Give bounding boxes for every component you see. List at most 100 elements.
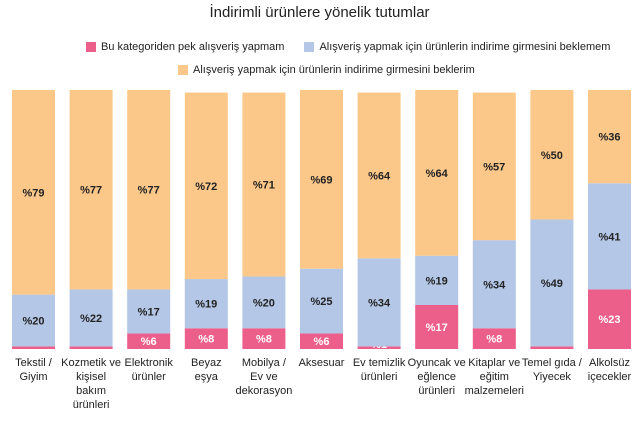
category-label-line: Tekstil / (15, 357, 52, 369)
bar-segment-0-2 (127, 333, 171, 349)
data-label-2-0: %79 (22, 187, 44, 199)
bar-segment-2-5 (300, 90, 343, 269)
category-label-1: Kozmetik ve kişisel bakım ürünleri (61, 356, 121, 412)
bar-segment-2-9 (530, 90, 574, 220)
category-label-line: Temel gıda / (521, 357, 582, 369)
category-label-line: eğlence (417, 371, 456, 383)
category-label-line: ürünleri (418, 385, 456, 397)
bar-segment-0-7 (415, 304, 459, 349)
data-label-1-10: %41 (598, 231, 620, 243)
category-label-0: Tekstil / Giyim (4, 356, 64, 384)
legend-label-dont-wait: Alışveriş yapmak için ürünlerin indirime… (319, 41, 611, 53)
bar-segment-2-1 (69, 90, 113, 290)
data-label-0-10: %23 (598, 314, 620, 326)
data-label-2-10: %36 (598, 132, 620, 144)
data-label-2-4: %71 (253, 180, 275, 192)
bar-segment-1-4 (242, 276, 286, 329)
category-label-line: eğitim (479, 371, 509, 383)
bar-segment-2-0 (12, 90, 55, 295)
data-label-2-2: %77 (138, 185, 160, 197)
bar-segment-1-8 (472, 240, 516, 329)
data-label-0-4: %8 (256, 334, 272, 346)
data-label-0-5: %6 (314, 336, 330, 348)
category-label-line: ürünleri (360, 371, 398, 383)
category-label-line: malzemeleri (464, 385, 524, 397)
category-label-line: Alkolsüz (589, 357, 630, 369)
data-label-1-5: %25 (310, 296, 332, 308)
bar-segment-1-1 (69, 289, 113, 347)
legend-row-2: Alışveriş yapmak için ürünlerin indirime… (178, 64, 495, 76)
legend-swatch-wait (178, 65, 188, 75)
category-label-line: Beyaz (191, 357, 222, 369)
category-label-line: ürünler (131, 371, 166, 383)
bar-segment-0-3 (184, 328, 228, 349)
legend-item-dont-wait: Alışveriş yapmak için ürünlerin indirime… (304, 41, 610, 53)
category-label-3: Beyaz eşya (176, 356, 236, 384)
data-label-2-7: %64 (426, 168, 449, 180)
category-label-line: Giyim (19, 371, 48, 383)
data-label-1-3: %19 (195, 299, 217, 311)
bar-segment-2-8 (472, 92, 516, 241)
bar-segment-0-10 (588, 289, 631, 349)
bar-segment-0-5 (300, 333, 343, 349)
data-label-0-3: %8 (198, 334, 214, 346)
bar-segment-0-4 (242, 328, 286, 349)
bar-segment-2-10 (588, 90, 631, 184)
bar-segment-2-4 (242, 92, 286, 277)
data-label-1-7: %19 (426, 275, 448, 287)
legend-label-wait: Alışveriş yapmak için ürünlerin indirime… (193, 64, 475, 76)
bar-segment-2-6 (357, 92, 401, 259)
bar-segment-1-3 (184, 279, 228, 329)
legend-item-never-buy: Bu kategoriden pek alışveriş yapmam (86, 41, 284, 53)
data-label-2-5: %69 (310, 174, 332, 186)
bar-segment-1-5 (300, 268, 343, 334)
chart-title: İndirimli ürünlere yönelik tutumlar (209, 4, 430, 21)
data-label-1-9: %49 (541, 278, 563, 290)
category-label-2: Elektronik ürünler (119, 356, 179, 384)
category-label-line: Elektronik (124, 357, 173, 369)
category-label-6: Ev temizlik ürünleri (349, 356, 409, 384)
category-label-line: eşya (194, 371, 218, 383)
data-label-0-8: %8 (486, 334, 502, 346)
category-label-5: Aksesuar (292, 356, 352, 370)
data-label-1-2: %17 (138, 306, 160, 318)
category-label-line: Ev temizlik (352, 357, 406, 369)
category-label-10: Alkolsüz içecekler (580, 356, 639, 384)
bar-segment-1-2 (127, 289, 171, 334)
category-label-line: dekorasyon (235, 385, 293, 397)
data-label-1-1: %22 (80, 313, 102, 325)
bar-segment-0-1 (69, 346, 113, 349)
category-label-line: Ev ve (250, 371, 278, 383)
data-label-2-1: %77 (80, 185, 102, 197)
bar-segment-2-2 (127, 90, 171, 290)
data-label-2-8: %57 (483, 161, 505, 173)
data-label-1-0: %20 (22, 316, 44, 328)
data-label-0-7: %17 (426, 322, 448, 334)
legend-swatch-dont-wait (304, 42, 315, 52)
bar-segment-0-0 (12, 346, 55, 349)
data-label-1-4: %20 (253, 297, 275, 309)
category-label-line: Mobilya / (241, 357, 286, 369)
bar-segment-1-6 (357, 258, 401, 347)
category-label-line: kişisel bakım (76, 371, 107, 397)
bar-segment-1-9 (530, 219, 574, 347)
data-label-1-6: %34 (368, 297, 391, 309)
category-label-line: Aksesuar (298, 357, 345, 369)
bar-segment-1-0 (12, 294, 55, 347)
data-label-2-9: %50 (541, 150, 563, 162)
category-label-4: Mobilya / Ev ve dekorasyon (234, 356, 294, 398)
data-label-0-2: %6 (141, 336, 157, 348)
category-label-8: Kitaplar ve eğitim malzemeleri (464, 356, 524, 398)
category-label-line: ürünleri (72, 399, 110, 411)
legend-row-1: Bu kategoriden pek alışveriş yapmam Alış… (86, 41, 630, 53)
category-label-line: Yiyecek (532, 371, 571, 383)
category-label-9: Temel gıda / Yiyecek (522, 356, 582, 384)
category-label-line: içecekler (587, 371, 632, 383)
data-label-2-6: %64 (368, 170, 391, 182)
data-label-1-8: %34 (483, 279, 506, 291)
category-label-7: Oyuncak ve eğlence ürünleri (407, 356, 467, 398)
category-label-line: Kitaplar ve (468, 357, 521, 369)
legend-label-never-buy: Bu kategoriden pek alışveriş yapmam (101, 41, 285, 53)
bar-segment-0-6 (357, 346, 401, 349)
